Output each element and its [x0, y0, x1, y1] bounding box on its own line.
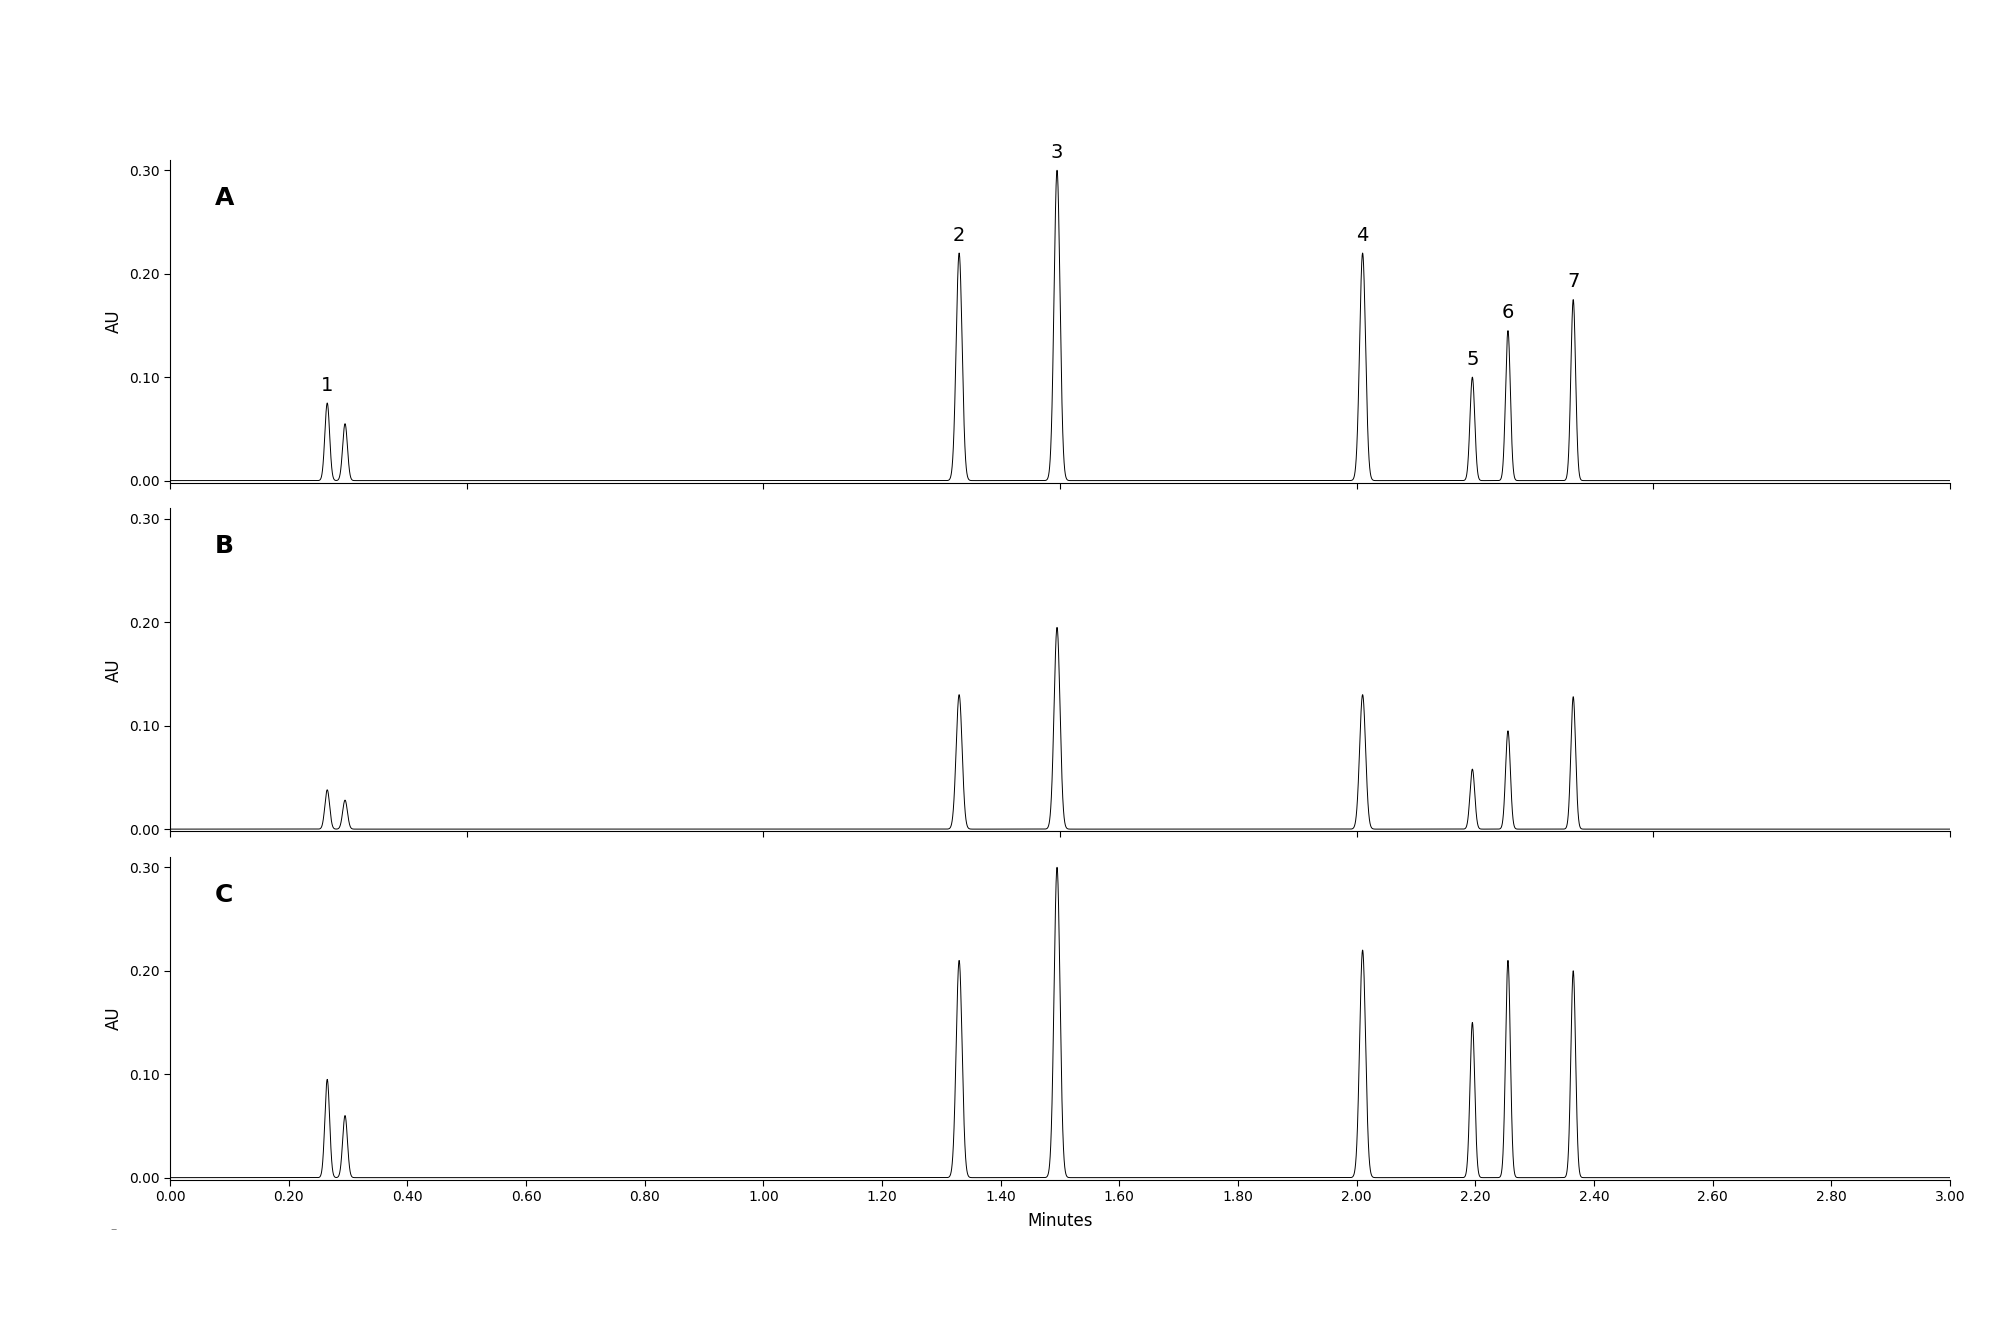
Text: 1: 1: [322, 376, 334, 395]
Text: C: C: [214, 882, 232, 906]
Y-axis label: AU: AU: [106, 659, 124, 681]
Text: B: B: [214, 535, 234, 559]
Text: 5: 5: [1466, 349, 1478, 369]
Y-axis label: AU: AU: [106, 309, 124, 333]
Y-axis label: AU: AU: [106, 1006, 124, 1030]
Text: 3: 3: [1050, 143, 1064, 163]
Text: 4: 4: [1356, 225, 1368, 245]
Text: 7: 7: [1568, 272, 1580, 292]
Text: –: –: [110, 1222, 116, 1236]
Text: 2: 2: [952, 225, 966, 245]
Text: 6: 6: [1502, 304, 1514, 323]
Text: A: A: [214, 185, 234, 209]
X-axis label: Minutes: Minutes: [1028, 1213, 1092, 1230]
